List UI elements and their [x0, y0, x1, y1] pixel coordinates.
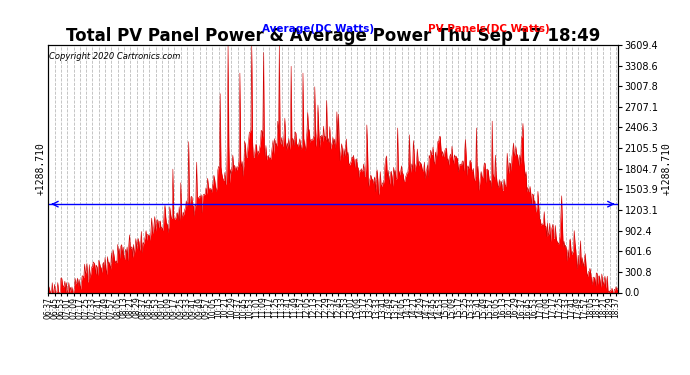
Y-axis label: +1288.710: +1288.710 [661, 142, 671, 195]
Text: Average(DC Watts): Average(DC Watts) [262, 24, 374, 34]
Title: Total PV Panel Power & Average Power Thu Sep 17 18:49: Total PV Panel Power & Average Power Thu… [66, 27, 600, 45]
Text: Copyright 2020 Cartronics.com: Copyright 2020 Cartronics.com [49, 53, 180, 62]
Y-axis label: +1288.710: +1288.710 [35, 142, 46, 195]
Text: PV Panels(DC Watts): PV Panels(DC Watts) [428, 24, 549, 34]
